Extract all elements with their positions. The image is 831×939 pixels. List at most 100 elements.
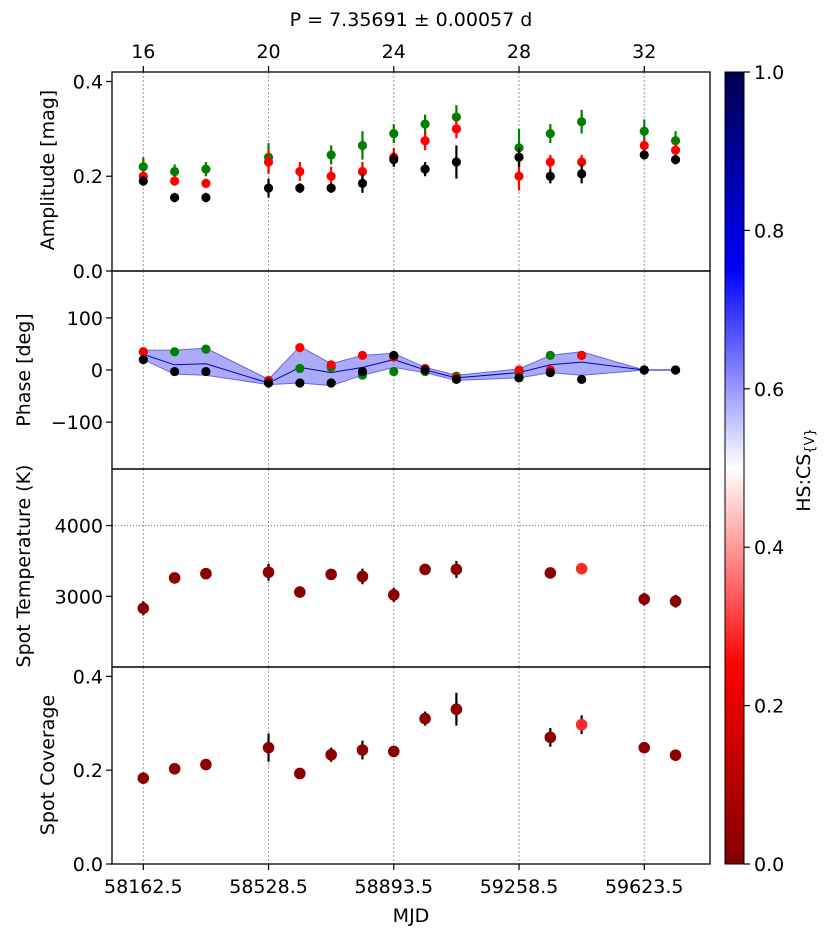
black-point [545, 171, 555, 181]
black-point [420, 164, 430, 174]
black-point [545, 368, 555, 378]
black-point [514, 152, 524, 162]
green-point [577, 117, 587, 127]
black-point [389, 155, 399, 165]
spot-temperature-panel: 3000 4000 [55, 468, 711, 668]
bottom-axis-ticks: 58162.5 58528.5 58893.5 59258.5 59623.5 [104, 864, 684, 898]
red-point [577, 350, 587, 361]
colorbar-tick-label: 0.8 [754, 220, 784, 242]
amplitude-panel: 0.0 0.2 0.4 [73, 71, 711, 283]
black-point [451, 374, 461, 384]
y-tick-label: −100 [51, 412, 103, 434]
top-tick-label: 16 [131, 41, 155, 63]
colorbar-label: HS:CS{V} [793, 428, 818, 512]
red-point [138, 347, 148, 357]
data-point [638, 593, 651, 605]
black-point [357, 366, 368, 377]
colorbar-ticks: 0.0 0.2 0.4 0.6 0.8 1.0 [744, 62, 784, 876]
green-point [326, 150, 336, 160]
data-point [544, 731, 557, 744]
black-point [389, 350, 399, 361]
colorbar-label-main: HS:CS [793, 454, 815, 512]
panel-frame [111, 71, 711, 272]
y-tick-label: 0 [91, 360, 103, 382]
data-point [168, 762, 181, 775]
colorbar-tick-label: 0.2 [754, 696, 784, 718]
phase-ylabel: Phase [deg] [13, 313, 35, 426]
green-point [451, 112, 461, 122]
data-point [356, 570, 369, 583]
colorbar-label-sub: {V} [803, 428, 818, 453]
data-point [325, 568, 337, 581]
black-point [639, 365, 649, 375]
green-point [545, 128, 555, 139]
black-point [201, 366, 211, 377]
red-point [545, 157, 555, 167]
red-point [263, 157, 274, 167]
green-point [170, 166, 180, 177]
data-point [450, 563, 463, 576]
data-point [419, 712, 431, 725]
colorbar-tick-label: 0.4 [754, 537, 784, 559]
black-point [451, 157, 461, 167]
green-point [514, 143, 524, 153]
green-point [545, 350, 555, 361]
y-tick-label: 4000 [55, 516, 103, 538]
red-point [357, 350, 368, 361]
y-tick-label: 0.4 [73, 666, 103, 688]
black-point [170, 366, 180, 377]
black-point [357, 178, 368, 188]
green-point [420, 119, 430, 129]
data-point [137, 602, 150, 615]
data-point [200, 758, 212, 771]
black-point [326, 378, 336, 388]
red-point [295, 166, 305, 177]
data-point [262, 741, 275, 754]
spot-coverage-panel: 0.0 0.2 0.4 [73, 666, 711, 876]
black-point [138, 176, 148, 186]
spot-coverage-ylabel: Spot Coverage [37, 695, 59, 835]
black-point [138, 354, 148, 365]
data-point [544, 567, 557, 579]
data-point [137, 772, 150, 784]
red-point [420, 136, 430, 146]
data-point [450, 703, 463, 716]
data-point [325, 748, 337, 761]
red-point [326, 360, 336, 370]
green-point [357, 140, 368, 151]
y-tick-label: 0.0 [73, 261, 103, 283]
red-point [326, 171, 336, 181]
black-point [420, 365, 430, 375]
data-point [387, 589, 400, 601]
black-point [170, 192, 180, 203]
phase-panel: −100 0 100 [51, 270, 711, 470]
green-point [389, 366, 399, 377]
data-point [387, 745, 400, 758]
bottom-tick-label: 58162.5 [104, 876, 183, 898]
red-point [514, 171, 524, 181]
red-point [201, 178, 211, 188]
red-point [357, 166, 368, 177]
black-point [326, 183, 336, 193]
red-point [514, 365, 524, 375]
black-point [514, 373, 524, 383]
green-point [170, 347, 180, 357]
black-point [295, 378, 305, 388]
bottom-tick-label: 58893.5 [354, 876, 433, 898]
green-point [670, 136, 681, 146]
bottom-tick-label: 59623.5 [605, 876, 684, 898]
colorbar-tick-label: 0.0 [754, 854, 784, 876]
data-point [419, 563, 431, 576]
top-tick-label: 28 [507, 41, 531, 63]
data-point [575, 562, 588, 575]
y-tick-label: 0.4 [73, 71, 103, 93]
bottom-tick-label: 59258.5 [480, 876, 559, 898]
black-point [670, 155, 681, 165]
colorbar-tick-label: 0.6 [754, 379, 784, 401]
top-tick-label: 32 [632, 41, 656, 63]
green-point [639, 126, 649, 136]
top-tick-label: 24 [382, 41, 406, 63]
phase-band [142, 345, 676, 387]
green-point [389, 128, 399, 139]
